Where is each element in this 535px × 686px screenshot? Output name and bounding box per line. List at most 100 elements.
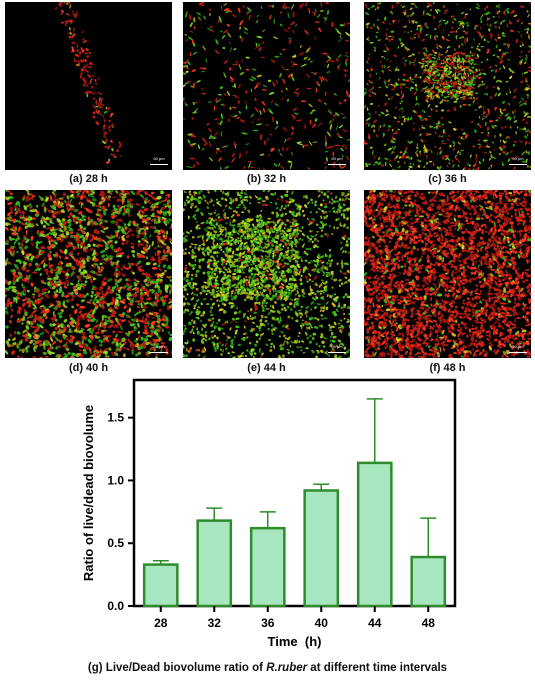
cell-dot <box>507 58 510 61</box>
cell-dot <box>290 131 294 136</box>
cell-dot <box>103 277 108 281</box>
cell-dot <box>80 234 85 238</box>
cell-dot <box>156 345 160 349</box>
cell-dot <box>486 17 489 21</box>
cell-dot <box>306 280 309 283</box>
cell-dot <box>65 280 69 284</box>
cell-dot <box>410 20 416 22</box>
cell-dot <box>365 4 368 8</box>
cell-dot <box>413 32 418 36</box>
cell-dot <box>259 291 262 294</box>
cell-dot <box>243 278 246 282</box>
cell-dot <box>324 232 327 236</box>
cell-dot <box>329 123 333 131</box>
cell-dot <box>280 283 285 286</box>
cell-dot <box>184 266 188 271</box>
cell-dot <box>251 243 255 247</box>
cell-dot <box>422 79 427 82</box>
cell-dot <box>153 328 159 333</box>
cell-dot <box>525 141 527 146</box>
cell-dot <box>116 204 121 208</box>
cell-dot <box>501 127 504 129</box>
cell-dot <box>460 82 462 85</box>
cell-dot <box>240 239 243 242</box>
cell-dot <box>445 49 449 54</box>
cell-dot <box>347 190 350 193</box>
cell-dot <box>88 51 91 55</box>
cell-dot <box>112 248 117 251</box>
cell-dot <box>326 190 330 193</box>
cell-dot <box>368 136 371 140</box>
cell-dot <box>300 45 302 48</box>
cell-dot <box>157 287 161 294</box>
cell-dot <box>270 342 273 346</box>
cell-dot <box>428 60 432 63</box>
cell-dot <box>521 97 525 101</box>
cell-dot <box>344 244 348 247</box>
cell-dot <box>35 340 40 345</box>
cell-dot <box>459 67 463 70</box>
cell-dot <box>290 233 294 238</box>
cell-dot <box>398 156 402 159</box>
cell-dot <box>243 165 246 170</box>
cell-dot <box>99 298 103 301</box>
cell-dot <box>9 238 16 241</box>
cell-dot <box>390 139 395 143</box>
cell-dot <box>37 248 42 251</box>
cell-dot <box>12 271 16 276</box>
cell-dot <box>81 38 85 41</box>
cell-dot <box>438 146 442 150</box>
cell-dot <box>474 157 478 160</box>
cell-dot <box>441 142 447 145</box>
cell-dot <box>101 225 105 229</box>
cell-dot <box>277 149 281 152</box>
cell-dot <box>385 94 388 97</box>
cell-dot <box>143 302 150 305</box>
cell-dot <box>498 16 500 19</box>
cell-dot <box>71 10 74 13</box>
cell-dot <box>55 252 59 257</box>
cell-dot <box>374 161 379 164</box>
cell-dot <box>258 219 261 222</box>
cell-dot <box>481 69 484 71</box>
cell-dot <box>449 31 453 33</box>
cell-dot <box>378 104 380 108</box>
cell-dot <box>219 341 222 345</box>
cell-dot <box>486 58 489 61</box>
cell-dot <box>437 9 441 12</box>
cell-dot <box>113 270 118 277</box>
cell-dot <box>333 226 336 230</box>
cell-dot <box>325 352 329 356</box>
cell-dot <box>461 68 464 72</box>
cell-dot <box>112 307 115 311</box>
cell-dot <box>385 33 388 37</box>
cell-dot <box>215 38 219 45</box>
cell-dot <box>18 210 22 214</box>
cell-dot <box>433 28 437 31</box>
cell-dot <box>515 131 517 135</box>
cell-dot <box>432 64 437 67</box>
cell-dot <box>49 323 53 327</box>
cell-dot <box>438 45 443 49</box>
cell-dot <box>272 4 275 8</box>
cell-dot <box>390 38 394 41</box>
cell-dot <box>489 32 494 37</box>
cell-dot <box>78 310 82 314</box>
cell-dot <box>524 86 527 91</box>
cell-dot <box>320 314 324 317</box>
cell-dot <box>317 99 322 103</box>
cell-dot <box>47 349 52 356</box>
cell-dot <box>319 10 324 12</box>
cell-dot <box>527 27 530 32</box>
cell-dot <box>112 153 116 158</box>
cell-dot <box>152 311 156 316</box>
cell-dot <box>108 323 114 328</box>
cell-dot <box>325 156 328 162</box>
cell-dot <box>246 9 253 14</box>
cell-dot <box>404 25 407 28</box>
cell-dot <box>427 81 431 85</box>
cell-dot <box>187 61 191 66</box>
cell-dot <box>433 15 436 20</box>
cell-dot <box>69 190 74 193</box>
cell-dot <box>440 135 444 138</box>
